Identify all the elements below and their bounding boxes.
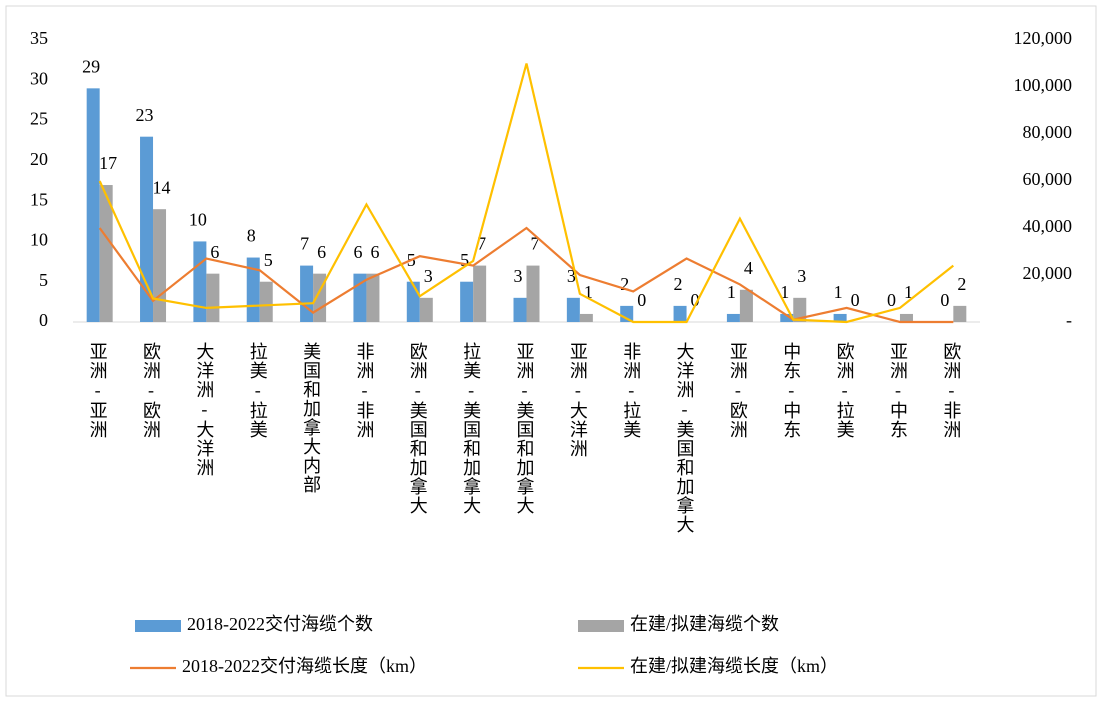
y2-tick-label: 20,000	[1023, 263, 1073, 283]
x-tick-label: 亚洲-大洋洲	[568, 342, 588, 458]
x-tick-label: 非洲-非洲	[354, 342, 374, 439]
data-label: 1	[780, 282, 789, 302]
bar	[206, 273, 220, 322]
data-label: 2	[620, 274, 629, 294]
data-label: 0	[940, 290, 949, 310]
bar	[460, 281, 474, 322]
x-tick-label: 大洋洲-美国和加拿大	[675, 342, 695, 534]
bar	[953, 305, 967, 322]
legend-swatch	[578, 620, 624, 632]
line-series	[98, 226, 954, 324]
data-label: 2	[957, 274, 966, 294]
data-label: 1	[584, 282, 593, 302]
chart-border	[5, 5, 1097, 697]
data-label: 23	[136, 105, 154, 125]
y-tick-label: 5	[39, 270, 48, 290]
x-tick-label: 欧洲-欧洲	[141, 342, 161, 439]
data-label: 17	[99, 153, 117, 173]
y-tick-label: 0	[39, 310, 48, 330]
bar	[300, 265, 314, 322]
y-tick-label: 35	[30, 28, 48, 48]
legend-label: 2018-2022交付海缆个数	[187, 614, 373, 634]
y-tick-label: 25	[30, 109, 48, 129]
data-label: 3	[514, 266, 523, 286]
y2-tick-label: 120,000	[1014, 28, 1073, 48]
bar	[406, 281, 420, 322]
y-tick-label: 15	[30, 189, 48, 209]
data-label: 5	[264, 250, 273, 270]
bar	[193, 241, 207, 322]
data-label: 29	[82, 56, 100, 76]
legend-label: 2018-2022交付海缆长度（km）	[182, 656, 427, 676]
legend-label: 在建/拟建海缆个数	[630, 614, 779, 634]
data-label: 7	[300, 234, 309, 254]
x-tick-label: 拉美-拉美	[248, 342, 268, 439]
bar	[259, 281, 273, 322]
bar	[513, 297, 527, 322]
data-label: 0	[887, 290, 896, 310]
data-label: 4	[744, 258, 753, 278]
x-tick-label: 欧洲-美国和加拿大	[408, 342, 428, 515]
data-label: 6	[370, 242, 379, 262]
y2-tick-label: -	[1066, 310, 1072, 330]
bar	[419, 297, 433, 322]
x-tick-label: 欧洲-拉美	[835, 342, 855, 439]
bar	[86, 88, 100, 322]
data-label: 3	[567, 266, 576, 286]
legend-label: 在建/拟建海缆长度（km）	[630, 656, 838, 676]
bar	[566, 297, 580, 322]
x-tick-label: 亚洲-欧洲	[728, 342, 748, 439]
data-label: 14	[153, 177, 171, 197]
data-label: 8	[247, 226, 256, 246]
data-label: 2	[674, 274, 683, 294]
data-label: 0	[691, 290, 700, 310]
x-tick-label: 中东-中东	[781, 342, 801, 439]
bar	[780, 313, 794, 322]
data-label: 1	[834, 282, 843, 302]
bar	[833, 313, 847, 322]
bar	[726, 313, 740, 322]
data-label: 1	[727, 282, 736, 302]
line-series	[98, 63, 955, 324]
x-tick-label: 亚洲-美国和加拿大	[515, 342, 535, 515]
data-label: 3	[424, 266, 433, 286]
bar	[526, 265, 540, 322]
bar	[99, 185, 113, 322]
bar	[899, 313, 913, 322]
bar	[366, 273, 380, 322]
data-label: 0	[851, 290, 860, 310]
y-tick-label: 10	[30, 230, 48, 250]
data-label: 10	[189, 210, 207, 230]
data-label: 7	[477, 234, 486, 254]
data-label: 6	[210, 242, 219, 262]
data-label: 3	[797, 266, 806, 286]
y-tick-label: 20	[30, 149, 48, 169]
x-tick-label: 欧洲-非洲	[941, 342, 961, 439]
data-label: 1	[904, 282, 913, 302]
y2-tick-label: 100,000	[1014, 75, 1073, 95]
data-label: 5	[460, 250, 469, 270]
bar	[579, 313, 593, 322]
y-tick-label: 30	[30, 68, 48, 88]
data-label: 7	[531, 234, 540, 254]
x-tick-label: 亚洲-亚洲	[88, 342, 108, 439]
bar	[793, 297, 807, 322]
bar	[473, 265, 487, 322]
data-label: 6	[353, 242, 362, 262]
x-tick-label: 大洋洲-大洋洲	[194, 342, 214, 477]
y2-tick-label: 40,000	[1023, 216, 1073, 236]
y2-tick-label: 80,000	[1023, 122, 1073, 142]
x-tick-label: 亚洲-中东	[888, 342, 908, 439]
bar	[673, 305, 687, 322]
y2-tick-label: 60,000	[1023, 169, 1073, 189]
data-label: 0	[637, 290, 646, 310]
data-label: 6	[317, 242, 326, 262]
x-tick-label: 非洲-拉美	[621, 342, 641, 439]
x-tick-label: 拉美-美国和加拿大	[461, 342, 481, 515]
legend-swatch	[135, 620, 181, 632]
bar	[153, 209, 167, 322]
x-tick-label: 美国和加拿大内部	[301, 342, 321, 494]
bar	[739, 289, 753, 322]
